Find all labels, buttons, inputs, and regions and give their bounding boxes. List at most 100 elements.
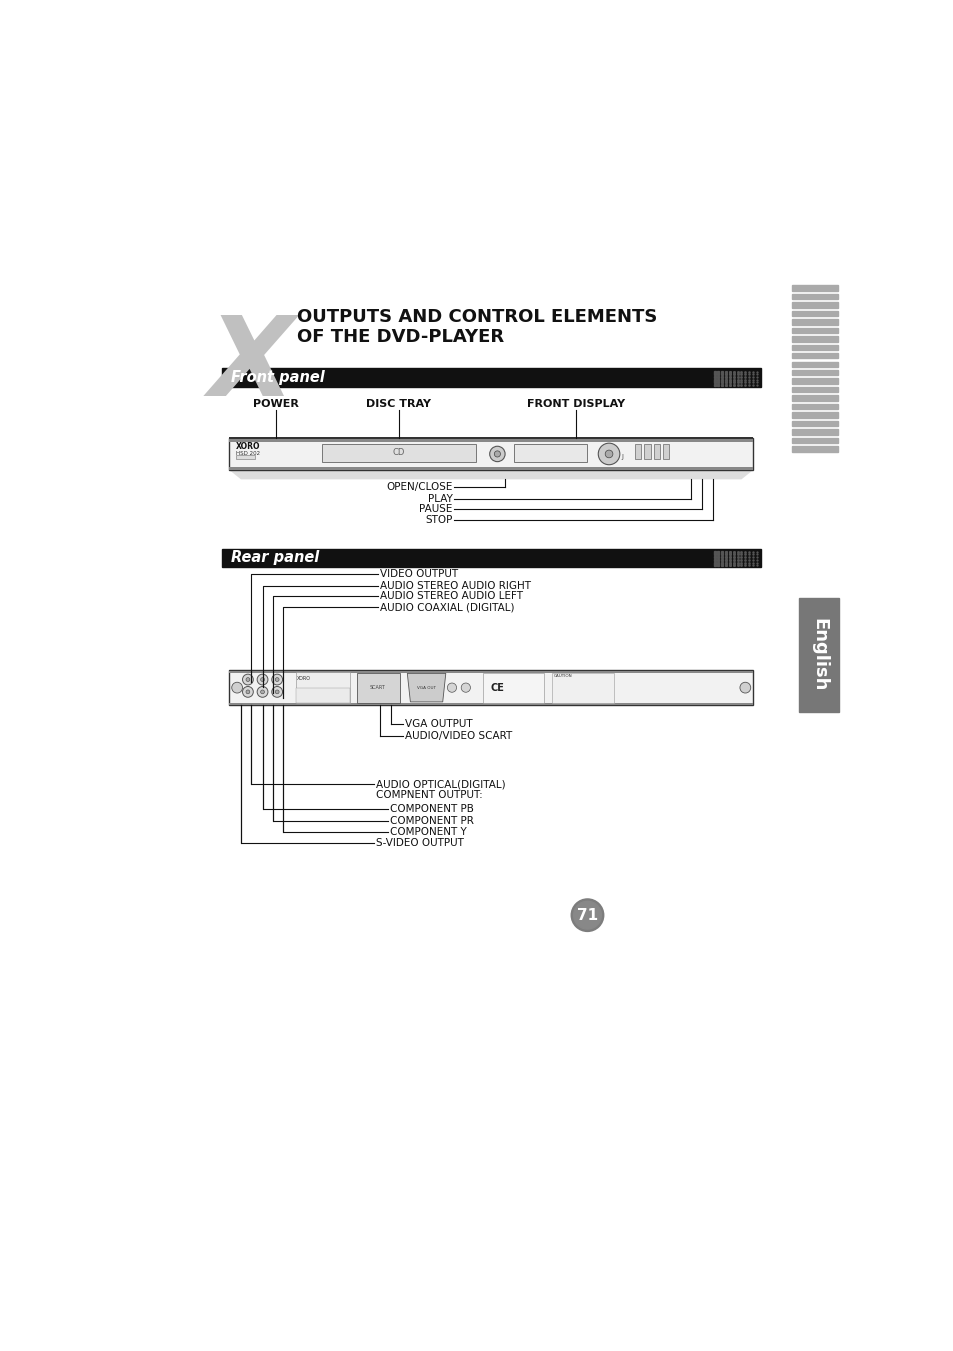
Circle shape	[257, 686, 268, 697]
Bar	[791, 353, 837, 358]
Bar	[791, 303, 837, 308]
Circle shape	[489, 446, 504, 462]
Bar	[799, 598, 839, 712]
Bar	[791, 370, 837, 376]
Bar	[514, 444, 587, 462]
Circle shape	[460, 684, 470, 692]
Bar	[635, 444, 640, 459]
Circle shape	[572, 901, 601, 929]
Bar	[229, 670, 752, 673]
Bar	[791, 396, 837, 401]
Text: CAUTION: CAUTION	[553, 674, 572, 678]
Circle shape	[257, 674, 268, 685]
Text: S-VIDEO OUTPUT: S-VIDEO OUTPUT	[375, 838, 463, 848]
Circle shape	[571, 898, 603, 931]
Text: AUDIO OPTICAL(DIGITAL): AUDIO OPTICAL(DIGITAL)	[375, 780, 505, 789]
Bar	[644, 444, 650, 459]
Bar	[229, 438, 752, 442]
Bar	[653, 444, 659, 459]
Bar	[229, 670, 752, 671]
Text: VGA OUT: VGA OUT	[416, 686, 436, 689]
Bar	[791, 328, 837, 334]
Bar	[662, 444, 668, 459]
Bar	[295, 671, 349, 704]
Text: XORO: XORO	[235, 442, 260, 451]
Bar	[791, 285, 837, 290]
Bar	[235, 455, 254, 459]
Circle shape	[272, 686, 282, 697]
Circle shape	[573, 901, 600, 929]
Bar	[791, 336, 837, 342]
Bar	[221, 549, 760, 567]
Circle shape	[447, 684, 456, 692]
Text: J: J	[620, 454, 622, 461]
Text: PLAY: PLAY	[427, 493, 453, 504]
Circle shape	[604, 450, 612, 458]
Bar	[482, 673, 544, 704]
Text: VIDEO OUTPUT: VIDEO OUTPUT	[379, 569, 457, 580]
Polygon shape	[407, 673, 445, 703]
Circle shape	[598, 443, 619, 465]
Bar	[229, 703, 752, 705]
Bar	[229, 438, 752, 470]
Bar	[229, 467, 752, 470]
Circle shape	[272, 674, 282, 685]
Circle shape	[242, 686, 253, 697]
Text: XORO: XORO	[297, 676, 311, 681]
Bar	[791, 430, 837, 435]
Text: AUDIO COAXIAL (DIGITAL): AUDIO COAXIAL (DIGITAL)	[379, 603, 514, 612]
Text: AUDIO STEREO AUDIO RIGHT: AUDIO STEREO AUDIO RIGHT	[379, 581, 530, 590]
Text: CE: CE	[490, 682, 504, 693]
Bar	[791, 404, 837, 409]
Circle shape	[246, 690, 250, 694]
Bar	[791, 412, 837, 417]
Text: DISC TRAY: DISC TRAY	[366, 399, 431, 408]
Bar	[791, 362, 837, 367]
Bar	[221, 369, 760, 386]
Bar	[229, 436, 752, 439]
Text: PAUSE: PAUSE	[419, 504, 453, 515]
Bar	[791, 422, 837, 426]
Circle shape	[246, 678, 250, 681]
Circle shape	[242, 674, 253, 685]
Bar	[356, 673, 399, 703]
Text: COMPONENT Y: COMPONENT Y	[389, 827, 466, 838]
Text: STOP: STOP	[425, 515, 453, 526]
Bar	[791, 311, 837, 316]
Bar	[791, 319, 837, 324]
Polygon shape	[229, 470, 752, 480]
Text: FRONT DISPLAY: FRONT DISPLAY	[526, 399, 624, 408]
Circle shape	[494, 451, 500, 457]
Text: Front panel: Front panel	[231, 370, 324, 385]
Circle shape	[275, 678, 279, 681]
Bar	[791, 446, 837, 451]
Text: COMPONENT PB: COMPONENT PB	[389, 804, 473, 813]
Bar	[791, 345, 837, 350]
Text: OF THE DVD-PLAYER: OF THE DVD-PLAYER	[297, 328, 504, 346]
Text: POWER: POWER	[253, 399, 298, 408]
Text: OPEN/CLOSE: OPEN/CLOSE	[386, 482, 453, 492]
Circle shape	[572, 900, 602, 931]
Bar	[295, 688, 349, 704]
Text: AUDIO/VIDEO SCART: AUDIO/VIDEO SCART	[405, 731, 512, 740]
Text: COMPONENT PR: COMPONENT PR	[389, 816, 473, 827]
Circle shape	[275, 690, 279, 694]
Text: COMPNENT OUTPUT:: COMPNENT OUTPUT:	[375, 790, 482, 800]
Text: SCART: SCART	[370, 685, 386, 690]
Text: 71: 71	[577, 908, 598, 923]
Text: X: X	[208, 312, 294, 419]
Bar	[791, 378, 837, 384]
Bar	[791, 438, 837, 443]
Bar	[791, 386, 837, 392]
Bar	[552, 673, 613, 704]
Circle shape	[573, 901, 600, 929]
Text: English: English	[809, 619, 827, 692]
Bar	[229, 670, 752, 705]
Text: Rear panel: Rear panel	[231, 550, 319, 566]
Text: CD: CD	[393, 449, 405, 457]
Bar	[321, 444, 476, 462]
Circle shape	[570, 898, 604, 932]
Circle shape	[260, 690, 264, 694]
Circle shape	[260, 678, 264, 681]
Bar	[791, 293, 837, 299]
